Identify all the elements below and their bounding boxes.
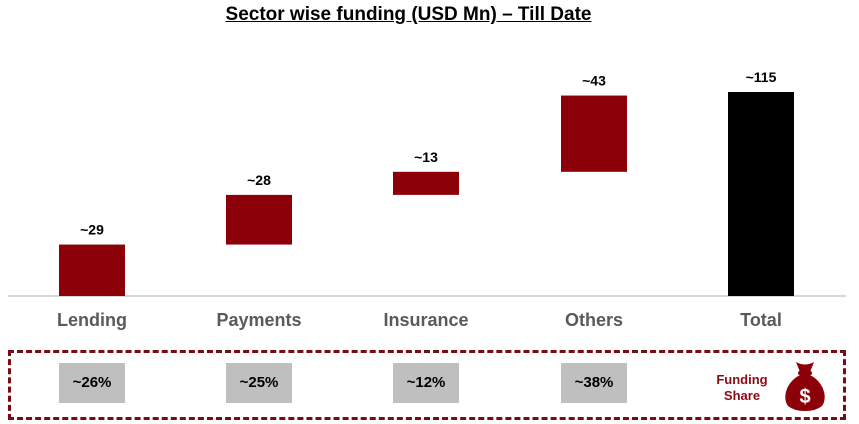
funding-share-label-line2: Share xyxy=(723,388,761,403)
category-label-insurance: Insurance xyxy=(383,310,468,330)
bar-lending xyxy=(59,244,125,296)
share-chip-lending: ~26% xyxy=(59,363,125,403)
chart-title: Sector wise funding (USD Mn) – Till Date xyxy=(225,4,592,25)
funding-share-label-line1: Funding xyxy=(716,372,768,387)
dollar-sign: $ xyxy=(799,386,810,408)
share-chip-others: ~38% xyxy=(561,363,627,403)
category-label-lending: Lending xyxy=(57,310,127,330)
bar-others xyxy=(561,95,627,172)
data-label-lending: ~29 xyxy=(80,222,104,238)
waterfall-chart: ~29 Lending ~28 Payments ~13 Insurance ~43 Othe… xyxy=(8,69,846,330)
share-chip-insurance: ~12% xyxy=(393,363,459,403)
money-bag-dollar-icon: $ xyxy=(785,362,825,411)
bar-insurance xyxy=(393,171,459,195)
category-label-payments: Payments xyxy=(216,310,301,330)
data-label-payments: ~28 xyxy=(247,172,271,188)
funding-share-box xyxy=(8,350,846,420)
bar-payments xyxy=(226,194,292,245)
data-label-total: ~115 xyxy=(746,69,777,85)
funding-share-label: Funding Share xyxy=(692,372,792,404)
category-label-others: Others xyxy=(565,310,623,330)
data-label-insurance: ~13 xyxy=(414,149,438,165)
category-label-total: Total xyxy=(740,310,782,330)
share-chip-payments: ~25% xyxy=(226,363,292,403)
data-label-others: ~43 xyxy=(582,73,606,89)
bar-total xyxy=(728,92,794,296)
